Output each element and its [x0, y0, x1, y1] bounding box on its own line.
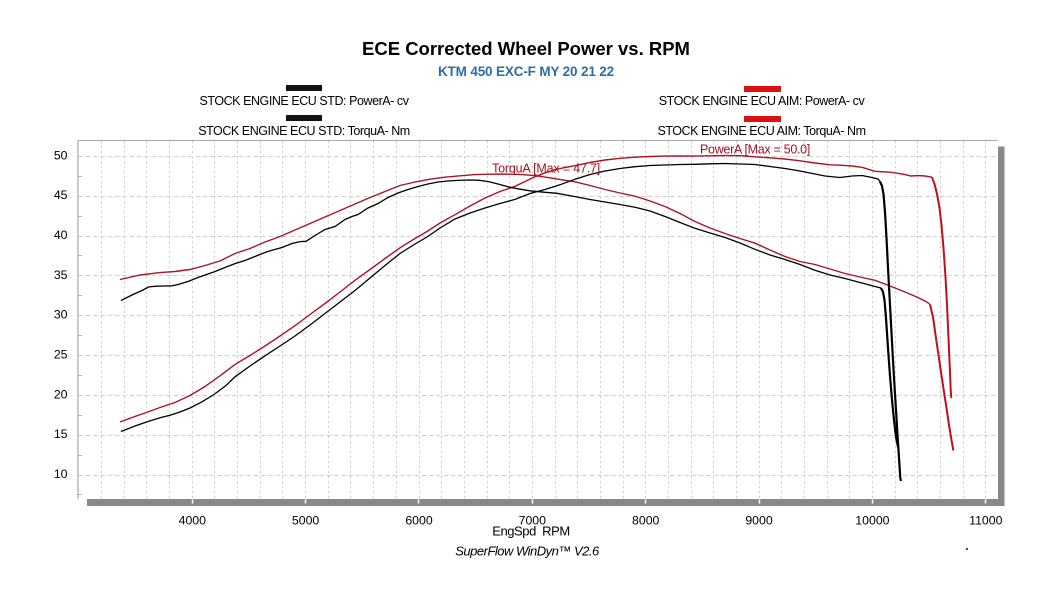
- svg-text:ECE Corrected Wheel Power vs.: ECE Corrected Wheel Power vs. RPM: [362, 38, 690, 59]
- svg-text:STOCK ENGINE ECU AIM: PowerA-: STOCK ENGINE ECU AIM: PowerA- cv: [659, 94, 866, 108]
- svg-text:30: 30: [54, 308, 68, 322]
- svg-text:45: 45: [54, 188, 68, 202]
- svg-text:10000: 10000: [855, 514, 889, 528]
- svg-text:TorquA [Max = 47.7]: TorquA [Max = 47.7]: [492, 162, 600, 176]
- svg-text:25: 25: [54, 348, 68, 362]
- svg-text:KTM 450 EXC-F MY 20 21 22: KTM 450 EXC-F MY 20 21 22: [438, 64, 614, 79]
- svg-text:35: 35: [54, 268, 68, 282]
- svg-text:SuperFlow WinDyn™ V2.6: SuperFlow WinDyn™ V2.6: [455, 544, 600, 559]
- svg-text:PowerA [Max = 50.0]: PowerA [Max = 50.0]: [700, 143, 810, 157]
- svg-text:STOCK ENGINE ECU STD: PowerA-: STOCK ENGINE ECU STD: PowerA- cv: [199, 94, 409, 108]
- svg-text:20: 20: [54, 387, 68, 401]
- svg-text:50: 50: [54, 148, 68, 162]
- svg-text:8000: 8000: [632, 514, 660, 528]
- svg-text:9000: 9000: [745, 514, 773, 528]
- svg-text:5000: 5000: [292, 514, 320, 528]
- svg-text:11000: 11000: [969, 514, 1002, 528]
- svg-text:15: 15: [54, 427, 68, 441]
- svg-text:STOCK ENGINE ECU STD: TorquA-: STOCK ENGINE ECU STD: TorquA- Nm: [198, 124, 410, 138]
- svg-text:40: 40: [54, 228, 68, 242]
- svg-text:10: 10: [54, 467, 68, 481]
- svg-text:7000: 7000: [519, 514, 547, 528]
- svg-text:6000: 6000: [405, 514, 433, 528]
- svg-text:STOCK ENGINE ECU AIM: TorquA-: STOCK ENGINE ECU AIM: TorquA- Nm: [657, 124, 865, 138]
- svg-text:EngSpd RPM: EngSpd RPM: [492, 524, 569, 539]
- svg-text:4000: 4000: [179, 514, 207, 528]
